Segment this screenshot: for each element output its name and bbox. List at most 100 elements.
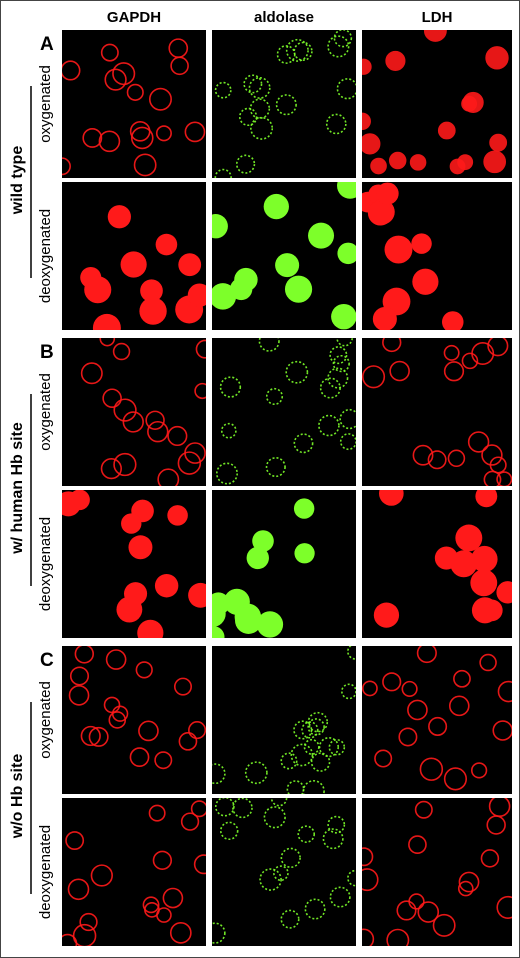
cells xyxy=(362,182,464,330)
cell xyxy=(79,912,98,932)
cell xyxy=(138,720,159,742)
cell xyxy=(293,433,314,454)
cell xyxy=(137,619,164,638)
cell xyxy=(246,546,269,570)
cell xyxy=(325,113,347,135)
cell xyxy=(98,130,121,153)
cell xyxy=(398,727,418,747)
cells xyxy=(212,182,356,330)
micrograph xyxy=(212,646,356,794)
cell xyxy=(301,721,319,739)
cell xyxy=(483,150,507,174)
cell xyxy=(480,849,500,868)
micrograph xyxy=(62,338,206,486)
cell xyxy=(88,726,109,747)
cells xyxy=(373,490,512,628)
micrograph-background xyxy=(212,798,356,946)
cell xyxy=(443,767,468,791)
cell xyxy=(190,800,206,818)
cell xyxy=(155,233,178,256)
cell xyxy=(157,468,180,486)
cell xyxy=(388,151,407,170)
cell xyxy=(220,422,237,439)
micrograph xyxy=(212,182,356,330)
cell xyxy=(212,626,225,638)
cell xyxy=(497,680,512,703)
cell xyxy=(111,705,129,722)
row-label: oxygenated xyxy=(37,65,54,143)
row-label: oxygenated xyxy=(37,681,54,759)
cell xyxy=(259,868,282,891)
cell xyxy=(248,76,271,99)
cell xyxy=(265,457,286,478)
cell xyxy=(411,233,432,254)
cell xyxy=(479,653,497,672)
cell xyxy=(145,410,165,431)
cell xyxy=(74,646,94,664)
cell xyxy=(382,672,402,692)
cell xyxy=(80,362,103,385)
cells xyxy=(362,646,512,791)
cell xyxy=(244,761,268,785)
cells xyxy=(80,338,206,486)
column-header: LDH xyxy=(422,9,453,26)
column-header: aldolase xyxy=(254,9,314,26)
cell xyxy=(457,880,474,897)
cell xyxy=(385,50,406,71)
cell xyxy=(327,35,350,58)
cells xyxy=(215,338,356,485)
cell xyxy=(193,854,206,875)
cell xyxy=(72,923,97,946)
cell xyxy=(120,251,147,278)
cell xyxy=(480,599,503,622)
group-label: w/o Hb site xyxy=(9,754,26,840)
micrograph xyxy=(362,646,512,794)
cell xyxy=(384,235,413,264)
cells xyxy=(212,646,356,794)
micrograph xyxy=(212,490,356,638)
cell xyxy=(235,154,256,174)
cell xyxy=(256,611,284,638)
cell xyxy=(481,444,503,466)
cell xyxy=(496,471,512,486)
cell xyxy=(142,896,160,914)
cell xyxy=(238,107,258,127)
cell xyxy=(263,806,286,829)
cell xyxy=(232,798,253,819)
cell xyxy=(408,893,425,910)
cell xyxy=(362,847,374,867)
cell xyxy=(470,569,498,597)
cell xyxy=(122,411,144,433)
cell xyxy=(362,58,372,75)
cell xyxy=(455,524,483,552)
cell xyxy=(92,313,121,330)
cells xyxy=(62,800,206,946)
cell xyxy=(154,573,179,598)
micrograph xyxy=(362,798,512,946)
cell xyxy=(112,62,136,86)
cell xyxy=(178,731,198,751)
cell xyxy=(332,354,350,373)
cell xyxy=(382,338,402,353)
micrograph xyxy=(212,338,356,486)
cells xyxy=(362,798,512,946)
cells xyxy=(62,490,206,638)
cell xyxy=(416,646,437,664)
row-label: oxygenated xyxy=(37,373,54,451)
cell xyxy=(194,382,206,400)
cell xyxy=(195,339,206,359)
cells xyxy=(212,798,356,944)
cell xyxy=(428,716,448,736)
cell xyxy=(219,376,242,398)
cell xyxy=(275,253,300,278)
cells xyxy=(68,646,206,770)
cell xyxy=(69,490,90,511)
panel-letter: B xyxy=(40,342,54,363)
cell xyxy=(327,815,346,834)
cell xyxy=(214,168,232,178)
cell xyxy=(333,30,353,48)
cell xyxy=(285,38,309,62)
cell xyxy=(419,757,444,781)
cell xyxy=(297,825,316,843)
cell xyxy=(331,303,356,330)
